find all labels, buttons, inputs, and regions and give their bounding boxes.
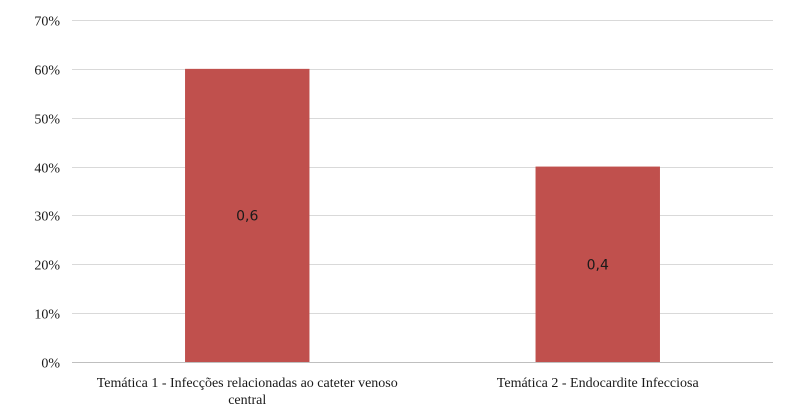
data-label: 0,6 bbox=[236, 208, 258, 224]
y-axis-ticks: 0% 10% 20% 30% 40% 50% 60% 70% bbox=[34, 15, 60, 372]
x-category-label: Temática 1 - Infecções relacionadas ao c… bbox=[97, 376, 398, 408]
x-axis-categories: Temática 1 - Infecções relacionadas ao c… bbox=[97, 376, 700, 408]
y-tick-label: 60% bbox=[34, 64, 60, 79]
x-category-line: Temática 1 - Infecções relacionadas ao c… bbox=[97, 376, 398, 391]
bars bbox=[185, 68, 660, 362]
x-category-line: central bbox=[228, 393, 266, 408]
y-tick-label: 0% bbox=[41, 357, 60, 372]
y-tick-label: 50% bbox=[34, 113, 60, 128]
y-tick-label: 70% bbox=[34, 15, 60, 30]
gridlines bbox=[72, 20, 773, 363]
x-category-line: Temática 2 - Endocardite Infecciosa bbox=[497, 376, 700, 391]
y-tick-label: 10% bbox=[34, 308, 60, 323]
y-tick-label: 40% bbox=[34, 162, 60, 177]
y-tick-label: 30% bbox=[34, 210, 60, 225]
bar bbox=[535, 166, 660, 362]
bar bbox=[185, 68, 310, 362]
data-label: 0,4 bbox=[587, 257, 609, 273]
x-category-label: Temática 2 - Endocardite Infecciosa bbox=[497, 376, 700, 391]
y-tick-label: 20% bbox=[34, 259, 60, 274]
data-labels: 0,6 0,4 bbox=[236, 208, 609, 273]
